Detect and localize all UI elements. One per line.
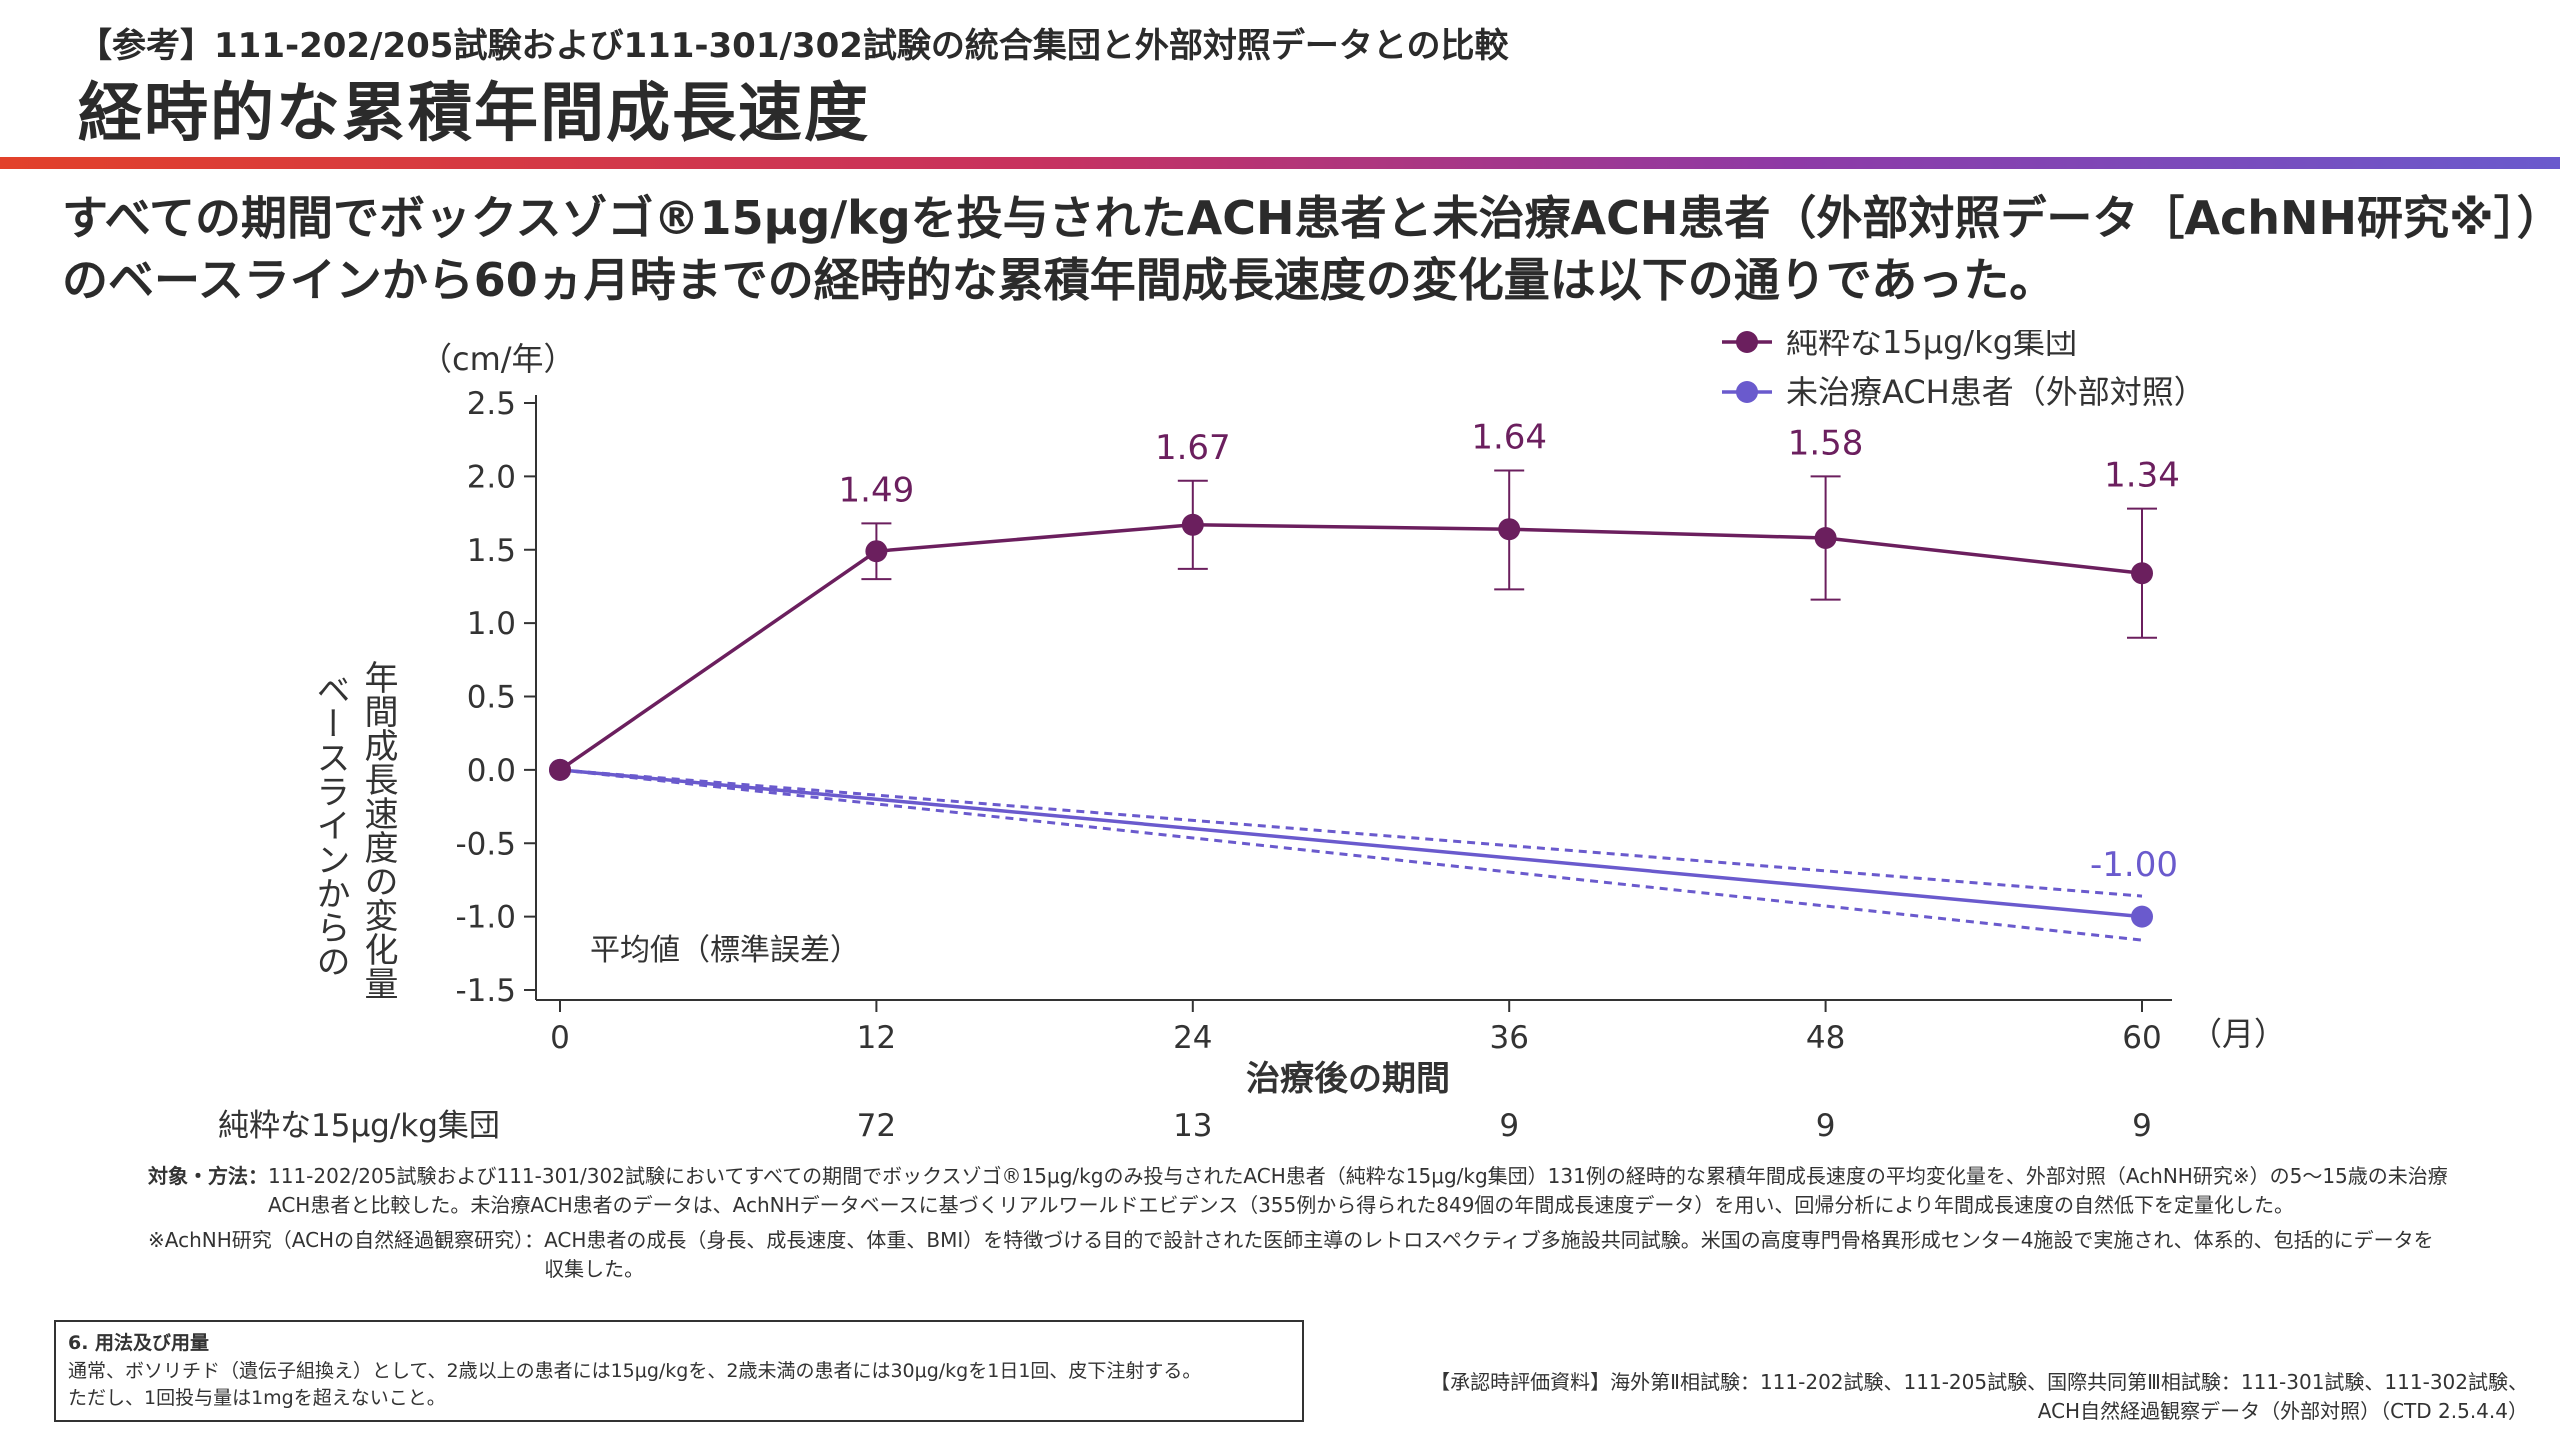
treated-point [549, 758, 571, 781]
untreated-data-label: -1.00 [2090, 845, 2178, 885]
growth-velocity-chart: 2.5 2.0 1.5 1.0 0.5 0.0 -0.5 -1.0 -1.5 0 12 24 36 48… [218, 330, 2286, 1144]
n-row-value: 9 [2132, 1108, 2152, 1144]
method-label: 対象・方法： [148, 1164, 268, 1188]
legend-marker [1736, 331, 1758, 353]
annotation-mean-se: 平均値（標準誤差） [590, 933, 860, 968]
lead-line-1: すべての期間でボックスゾゴ®15μg/kgを投与されたACH患者と未治療ACH患… [62, 191, 2560, 245]
series-treated [549, 469, 2157, 781]
treated-point [2131, 562, 2153, 585]
n-row-value: 9 [1499, 1108, 1519, 1144]
treated-point [1814, 527, 1837, 550]
page-title: 経時的な累積年間成長速度 [78, 77, 870, 151]
treated-point [865, 540, 888, 563]
dosage-line-2: ただし、1回投与量は1mgを超えないこと。 [68, 1387, 446, 1410]
x-axis-title: 治療後の期間 [1246, 1059, 1450, 1099]
legend-label: 純粋な15μg/kg集団 [1786, 330, 2077, 361]
treated-data-label: 1.49 [839, 470, 915, 510]
untreated-point [2131, 905, 2153, 928]
dosage-box: 6. 用法及び用量 通常、ボソリチド（遺伝子組換え）として、2歳以上の患者には1… [54, 1320, 1304, 1422]
treated-point [1498, 518, 1521, 541]
y-tick-label: 2.5 [467, 386, 516, 422]
gradient-divider [0, 157, 2560, 169]
method-text: 111-202/205試験および111-301/302試験においてすべての期間で… [268, 1164, 2448, 1217]
lead-line-2: のベースラインから60ヵ月時までの経時的な累積年間成長速度の変化量は以下の通りで… [62, 252, 2056, 307]
y-tick-label: -0.5 [456, 826, 517, 862]
x-tick-label: 48 [1806, 1020, 1845, 1056]
x-tick-label: 0 [550, 1020, 570, 1056]
y-tick-label: -1.5 [456, 973, 517, 1009]
x-tick-label: 36 [1489, 1020, 1528, 1056]
n-row-label: 純粋な15μg/kg集団 [218, 1108, 500, 1144]
untreated-ci-lower [559, 768, 2143, 942]
y-tick-label: 1.5 [467, 533, 516, 569]
y-axis-title-col1: ベースラインからの [310, 672, 350, 978]
x-tick-label: 12 [857, 1020, 896, 1056]
x-tick-label: 60 [2122, 1020, 2161, 1056]
achnh-label: ※AchNH研究（ACHの自然経過観察研究）： [148, 1228, 545, 1252]
treated-data-label: 1.58 [1788, 423, 1864, 463]
n-row-value: 9 [1816, 1108, 1836, 1144]
chart-axes [524, 395, 2172, 1012]
achnh-note: ※AchNH研究（ACHの自然経過観察研究）： ACH患者の成長（身長、成長速度… [148, 1226, 2448, 1284]
approval-info: 【承認時評価資料】海外第Ⅱ相試験：111-202試験、111-205試験、国際共… [1430, 1368, 2528, 1426]
series-untreated [549, 758, 2153, 942]
approval-line-1: 【承認時評価資料】海外第Ⅱ相試験：111-202試験、111-205試験、国際共… [1430, 1370, 2528, 1394]
y-tick-label: 0.0 [467, 753, 516, 789]
y-tick-label: -1.0 [456, 900, 517, 936]
untreated-ci-upper [559, 768, 2143, 898]
y-tick-label: 2.0 [467, 459, 516, 495]
n-row-value: 72 [857, 1108, 896, 1144]
treated-line [559, 523, 2143, 772]
treated-data-label: 1.34 [2104, 456, 2180, 496]
legend-label: 未治療ACH患者（外部対照） [1786, 373, 2206, 411]
untreated-line [559, 768, 2143, 919]
y-tick-labels: 2.5 2.0 1.5 1.0 0.5 0.0 -0.5 -1.0 -1.5 [456, 386, 517, 1009]
treated-data-label: 1.67 [1155, 428, 1231, 468]
y-unit-label: （cm/年） [420, 340, 576, 378]
y-tick-label: 0.5 [467, 680, 516, 716]
treated-data-label: 1.64 [1471, 418, 1547, 458]
n-row-value: 13 [1173, 1108, 1212, 1144]
dosage-line-1: 通常、ボソリチド（遺伝子組換え）として、2歳以上の患者には15μg/kgを、2歳… [68, 1359, 1202, 1382]
pre-title: 【参考】111-202/205試験および111-301/302試験の統合集団と外… [78, 26, 1509, 66]
legend-marker [1736, 381, 1758, 403]
approval-line-2: ACH自然経過観察データ（外部対照）（CTD 2.5.4.4） [2037, 1399, 2528, 1423]
n-row: 純粋な15μg/kg集団 72 13 9 9 9 [218, 1108, 2152, 1144]
y-axis-title-col2: 年間成長速度の変化量 [358, 660, 398, 1000]
y-tick-label: 1.0 [467, 606, 516, 642]
x-tick-label: 24 [1173, 1020, 1212, 1056]
dosage-title: 6. 用法及び用量 [68, 1332, 210, 1354]
x-tick-labels: 0 12 24 36 48 60 [550, 1020, 2162, 1056]
lead-text: すべての期間でボックスゾゴ®15μg/kgを投与されたACH患者と未治療ACH患… [62, 188, 2560, 311]
treated-point [1181, 513, 1204, 536]
notes: 対象・方法： 111-202/205試験および111-301/302試験において… [148, 1162, 2448, 1284]
method-note: 対象・方法： 111-202/205試験および111-301/302試験において… [148, 1162, 2448, 1220]
achnh-text: ACH患者の成長（身長、成長速度、体重、BMI）を特徴づける目的で設計された医師… [544, 1228, 2434, 1281]
x-unit-label: （月） [2190, 1015, 2286, 1053]
data-labels: 1.49 1.67 1.64 1.58 1.34 -1.00 [839, 418, 2180, 886]
